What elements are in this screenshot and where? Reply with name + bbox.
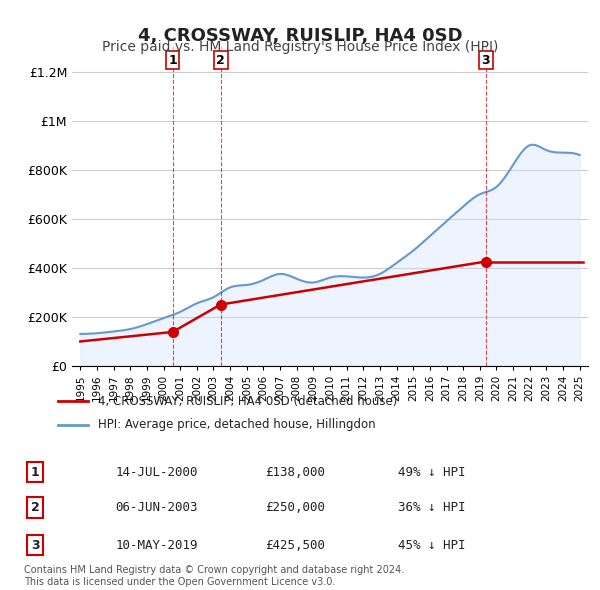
Text: 45% ↓ HPI: 45% ↓ HPI [398,539,466,552]
Text: 4, CROSSWAY, RUISLIP, HA4 0SD (detached house): 4, CROSSWAY, RUISLIP, HA4 0SD (detached … [98,395,398,408]
Text: 10-MAY-2019: 10-MAY-2019 [116,539,198,552]
Text: 36% ↓ HPI: 36% ↓ HPI [398,501,466,514]
Text: £250,000: £250,000 [265,501,325,514]
Text: 3: 3 [481,54,490,67]
Text: 14-JUL-2000: 14-JUL-2000 [116,466,198,478]
Text: £425,500: £425,500 [265,539,325,552]
Text: 49% ↓ HPI: 49% ↓ HPI [398,466,466,478]
Text: 1: 1 [31,466,40,478]
Text: 3: 3 [31,539,40,552]
Text: 2: 2 [216,54,225,67]
Text: 4, CROSSWAY, RUISLIP, HA4 0SD: 4, CROSSWAY, RUISLIP, HA4 0SD [137,27,463,45]
Text: 1: 1 [168,54,177,67]
Text: £138,000: £138,000 [265,466,325,478]
Text: Price paid vs. HM Land Registry's House Price Index (HPI): Price paid vs. HM Land Registry's House … [102,40,498,54]
Text: Contains HM Land Registry data © Crown copyright and database right 2024.
This d: Contains HM Land Registry data © Crown c… [24,565,404,587]
Text: 06-JUN-2003: 06-JUN-2003 [116,501,198,514]
Text: 2: 2 [31,501,40,514]
Text: HPI: Average price, detached house, Hillingdon: HPI: Average price, detached house, Hill… [98,418,376,431]
